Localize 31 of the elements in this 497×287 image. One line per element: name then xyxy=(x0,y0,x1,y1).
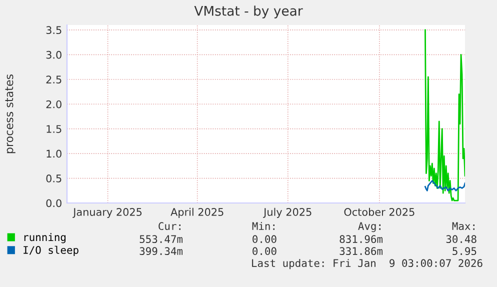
text: Avg: xyxy=(358,222,380,232)
line-series xyxy=(424,180,465,192)
text: Last update: Fri Jan 9 03:00:07 2026 xyxy=(252,258,482,270)
y-tick-label: 0.0 xyxy=(46,199,62,208)
y-tick-label: 0.5 xyxy=(46,174,62,182)
text: 30.48 xyxy=(446,235,476,244)
text: 0.00 xyxy=(252,247,276,256)
x-tick-label: January 2025 xyxy=(72,208,142,218)
y-tick-label: 3.5 xyxy=(46,26,62,34)
y-tick-label: 1.0 xyxy=(46,150,62,158)
text: 553.47m xyxy=(140,235,183,244)
y-tick-label: 1.5 xyxy=(46,125,62,133)
legend-label: running xyxy=(24,233,66,244)
x-tick-label: April 2025 xyxy=(170,208,224,218)
text: 331.86m xyxy=(340,247,383,256)
y-tick-label: 2.0 xyxy=(46,100,62,108)
legend-label: I/O sleep xyxy=(24,246,78,256)
text: 399.34m xyxy=(140,247,183,256)
y-tick-label: 2.5 xyxy=(46,76,62,84)
text: Cur: xyxy=(158,222,180,230)
text: 831.96m xyxy=(340,235,383,244)
text: 5.95 xyxy=(452,247,476,256)
y-tick-label: 3.0 xyxy=(46,50,62,59)
text: Max: xyxy=(452,222,474,230)
line-series xyxy=(424,29,465,202)
text: 0.00 xyxy=(252,235,276,244)
y-axis-title: process states xyxy=(5,74,16,154)
chart-title: VMstat - by year xyxy=(194,6,303,18)
text: Min: xyxy=(252,222,274,230)
x-tick-label: October 2025 xyxy=(344,208,414,216)
x-tick-label: July 2025 xyxy=(263,208,312,218)
